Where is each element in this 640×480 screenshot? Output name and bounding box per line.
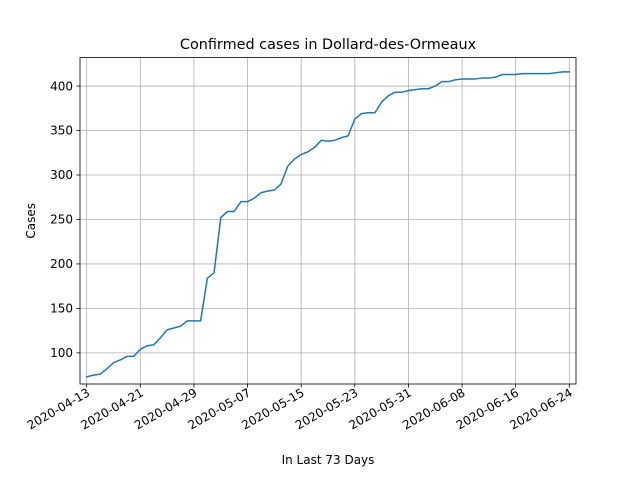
x-axis-label: In Last 73 Days — [282, 453, 375, 467]
grid — [80, 57, 576, 384]
chart-title: Confirmed cases in Dollard-des-Ormeaux — [180, 37, 477, 53]
y-tick-label: 300 — [50, 168, 73, 182]
y-tick-label: 250 — [50, 213, 73, 227]
y-axis-label: Cases — [24, 203, 38, 239]
y-tick-label: 400 — [50, 79, 73, 93]
axes: 2020-04-132020-04-212020-04-292020-05-07… — [25, 79, 575, 432]
plot-area-frame — [79, 57, 577, 385]
y-tick-label: 200 — [50, 257, 73, 271]
series-layer — [85, 71, 571, 378]
y-tick-label: 150 — [50, 302, 73, 316]
y-tick-label: 100 — [50, 346, 73, 360]
y-tick-label: 350 — [50, 124, 73, 138]
series-line-confirmed-cases — [85, 71, 571, 378]
